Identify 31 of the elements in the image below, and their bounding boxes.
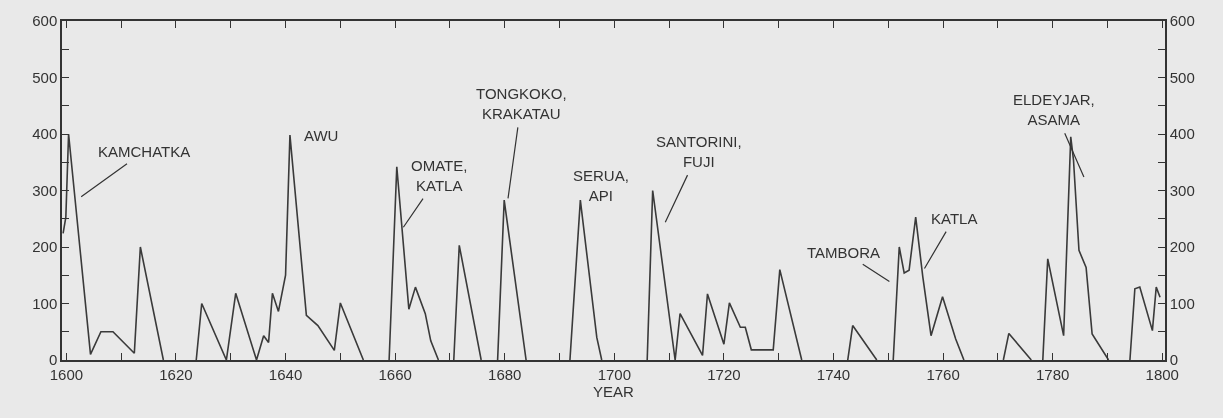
x-axis-title: YEAR: [593, 382, 635, 400]
x-tick-label: 1720: [707, 365, 741, 383]
annotation: KATLA: [931, 210, 978, 227]
x-tick-label: 1660: [378, 365, 412, 383]
y2-tick-label: 400: [1169, 125, 1195, 143]
y-tick-label: 500: [32, 68, 58, 86]
y-tick-label: 600: [32, 12, 58, 30]
x-tick-label: 1640: [268, 365, 303, 383]
x-tick-label: 1680: [488, 365, 522, 383]
annotation: AWU: [304, 127, 339, 144]
annotation: KAMCHATKA: [98, 143, 191, 160]
y-tick-label: 300: [32, 181, 58, 199]
annotation: SANTORINI, FUJI: [656, 133, 742, 170]
annotation: ELDEYJAR, ASAMA: [1013, 91, 1095, 128]
annotation: SERUA, API: [573, 167, 629, 204]
y2-tick-label: 500: [1169, 68, 1195, 86]
annotation: TONGKOKO, KRAKATAU: [476, 85, 567, 122]
y2-tick-label: 100: [1169, 294, 1195, 312]
x-tick-label: 1760: [926, 365, 960, 383]
annotation: TAMBORA: [807, 244, 881, 261]
y2-tick-label: 300: [1169, 181, 1195, 199]
y2-tick-label: 600: [1169, 12, 1195, 30]
x-tick-label: 1740: [816, 365, 851, 383]
annotation: OMATE, KATLA: [411, 157, 468, 194]
y2-tick-label: 200: [1169, 238, 1195, 256]
x-tick-label: 1780: [1035, 365, 1070, 383]
y-tick-label: 100: [32, 294, 58, 312]
x-tick-label: 1700: [597, 365, 632, 383]
y-tick-label: 200: [32, 238, 58, 256]
x-tick-label: 1620: [159, 365, 193, 383]
y-tick-label: 400: [32, 125, 58, 143]
